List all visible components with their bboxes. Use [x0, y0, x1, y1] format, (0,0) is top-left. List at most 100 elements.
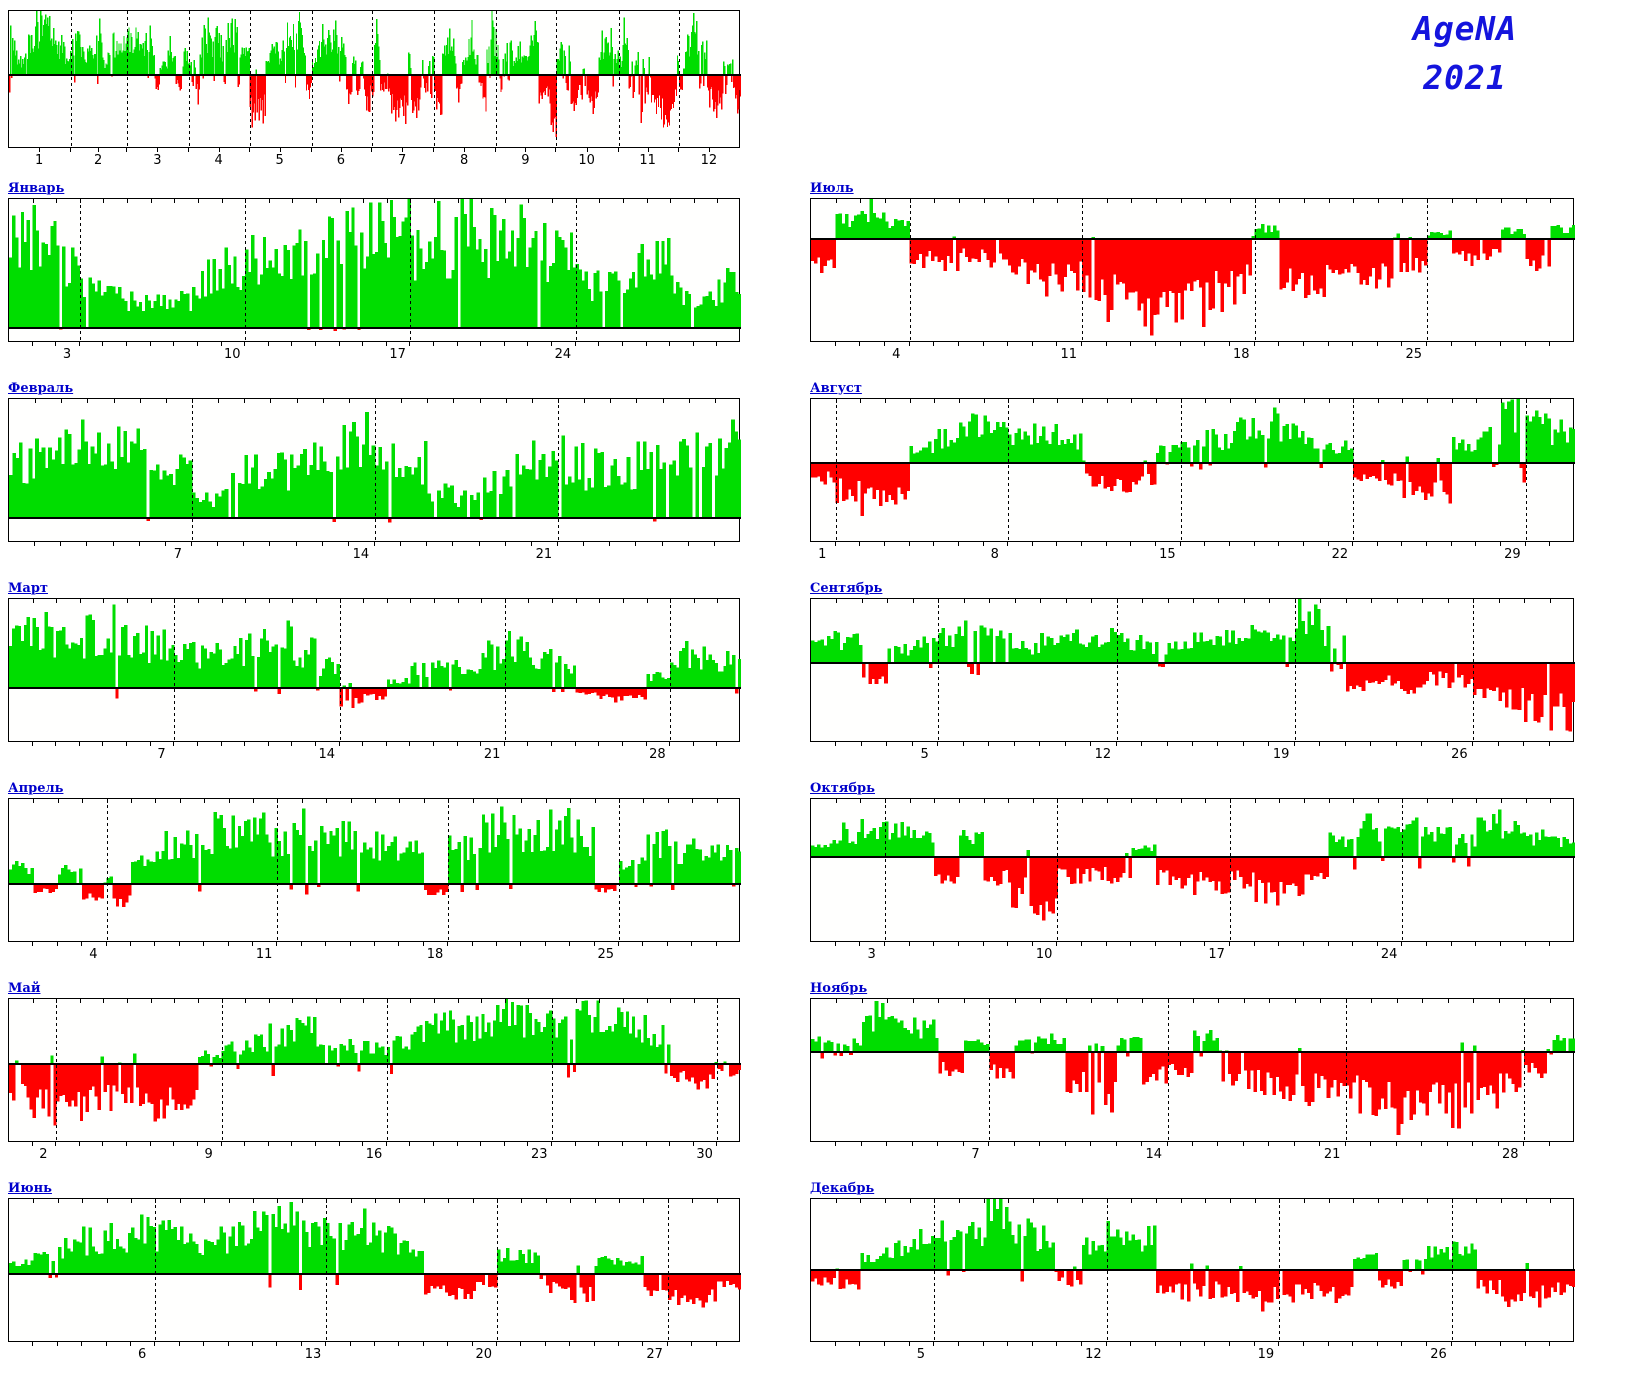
month-chart-3-axis-label: 21: [483, 747, 501, 762]
axis-tick-mark: [709, 148, 710, 152]
axis-tick-mark: [1328, 1342, 1329, 1346]
axis-tick-mark: [1352, 342, 1353, 346]
app-title-year: 2021: [1423, 58, 1507, 97]
month-chart-10-axis-label: 3: [867, 947, 876, 962]
month-chart-1-plot-area: [8, 198, 741, 342]
month-chart-2-axis-label: 14: [352, 547, 370, 562]
axis-tick-mark: [350, 1342, 351, 1346]
axis-tick-mark: [886, 1142, 887, 1146]
axis-tick-mark: [1451, 942, 1452, 946]
axis-tick-mark: [106, 1342, 107, 1346]
month-chart-1-axis-label: 17: [389, 347, 406, 362]
axis-tick-mark: [531, 542, 532, 546]
axis-tick-mark: [835, 742, 836, 746]
axis-tick-mark: [1352, 1342, 1353, 1346]
axis-tick-mark: [1500, 1342, 1501, 1346]
month-chart-10-plot-area: [810, 798, 1575, 942]
axis-tick-mark: [339, 1142, 340, 1146]
month-chart-9-axis-label: 12: [1094, 747, 1112, 762]
month-chart-1-bars-svg: [9, 199, 741, 341]
axis-tick-mark: [622, 1142, 623, 1146]
axis-tick-mark: [1081, 342, 1082, 346]
month-chart-4-plot-area: [8, 798, 741, 942]
axis-tick-mark: [1549, 942, 1550, 946]
axis-tick-mark: [426, 542, 427, 546]
axis-tick-mark: [1523, 742, 1524, 746]
axis-tick-mark: [291, 742, 292, 746]
axis-tick-mark: [1204, 942, 1205, 946]
axis-tick-mark: [126, 742, 127, 746]
axis-tick-mark: [1007, 542, 1008, 546]
month-chart-2-month-label: Февраль: [8, 381, 74, 396]
axis-tick-mark: [269, 542, 270, 546]
axis-tick-mark: [859, 342, 860, 346]
month-chart-4-axis-label: 11: [255, 947, 273, 962]
axis-tick-mark: [374, 542, 375, 546]
month-chart-12-axis-label: 26: [1430, 1347, 1447, 1362]
axis-tick-mark: [480, 742, 481, 746]
month-chart-11-bars-svg: [811, 999, 1575, 1141]
axis-tick-mark: [958, 942, 959, 946]
month-chart-4-axis-label: 25: [597, 947, 615, 962]
axis-tick-mark: [1525, 1342, 1526, 1346]
month-chart-7-axis-label: 18: [1233, 347, 1250, 362]
axis-tick-mark: [884, 942, 885, 946]
month-chart-5: Май 2 9 16 23 30: [8, 981, 741, 1164]
axis-tick-mark: [1268, 742, 1269, 746]
month-chart-3-bars-svg: [9, 599, 741, 741]
axis-tick-mark: [221, 1142, 222, 1146]
axis-tick-mark: [1155, 942, 1156, 946]
month-chart-7: Июль 4 11 18 25: [810, 182, 1575, 364]
axis-tick-mark: [315, 342, 316, 346]
axis-tick-mark: [1426, 542, 1427, 546]
month-chart-10-axis-label: 17: [1208, 947, 1225, 962]
axis-tick-mark: [252, 1342, 253, 1346]
axis-tick-mark: [291, 1142, 292, 1146]
year-overview-chart-axis-label: 12: [700, 153, 718, 168]
axis-tick-mark: [1204, 1342, 1205, 1346]
axis-tick-mark: [1377, 342, 1378, 346]
axis-tick-mark: [350, 942, 351, 946]
month-chart-10-x-axis: 3 10 17 24: [810, 942, 1574, 964]
month-chart-7-axis-label: 4: [892, 347, 901, 362]
axis-tick-mark: [1081, 942, 1082, 946]
axis-tick-mark: [884, 1342, 885, 1346]
month-chart-9-plot-area: [810, 598, 1575, 742]
axis-tick-mark: [1278, 342, 1279, 346]
axis-tick-mark: [667, 1342, 668, 1346]
axis-tick-mark: [113, 542, 114, 546]
axis-tick-mark: [362, 342, 363, 346]
month-chart-5-axis-label: 30: [696, 1147, 713, 1162]
axis-tick-mark: [276, 1342, 277, 1346]
month-chart-8-x-axis: 1 8 15 22 29: [810, 542, 1574, 564]
axis-tick-mark: [203, 942, 204, 946]
axis-tick-mark: [859, 942, 860, 946]
year-overview-chart-axis-label: 8: [460, 153, 469, 168]
axis-tick-mark: [1130, 1342, 1131, 1346]
axis-tick-mark: [179, 1342, 180, 1346]
axis-tick-mark: [32, 1142, 33, 1146]
axis-tick-mark: [409, 342, 410, 346]
axis-tick-mark: [622, 742, 623, 746]
axis-tick-mark: [1090, 1142, 1091, 1146]
year-overview-chart-axis-label: 2: [94, 153, 103, 168]
axis-tick-mark: [648, 148, 649, 152]
axis-tick-mark: [1549, 1342, 1550, 1346]
axis-tick-mark: [55, 1142, 56, 1146]
axis-tick-mark: [1377, 942, 1378, 946]
axis-tick-mark: [400, 542, 401, 546]
axis-tick-mark: [1254, 542, 1255, 546]
axis-tick-mark: [693, 742, 694, 746]
axis-tick-mark: [398, 1342, 399, 1346]
axis-tick-mark: [433, 342, 434, 346]
axis-tick-mark: [322, 542, 323, 546]
axis-tick-mark: [1106, 542, 1107, 546]
axis-tick-mark: [716, 342, 717, 346]
axis-tick-mark: [1180, 542, 1181, 546]
axis-tick-mark: [1549, 1142, 1550, 1146]
axis-tick-mark: [244, 342, 245, 346]
month-chart-5-month-label: Май: [8, 981, 41, 996]
month-chart-6-axis-label: 6: [138, 1347, 147, 1362]
axis-tick-mark: [243, 542, 244, 546]
month-chart-12-axis-label: 12: [1085, 1347, 1102, 1362]
